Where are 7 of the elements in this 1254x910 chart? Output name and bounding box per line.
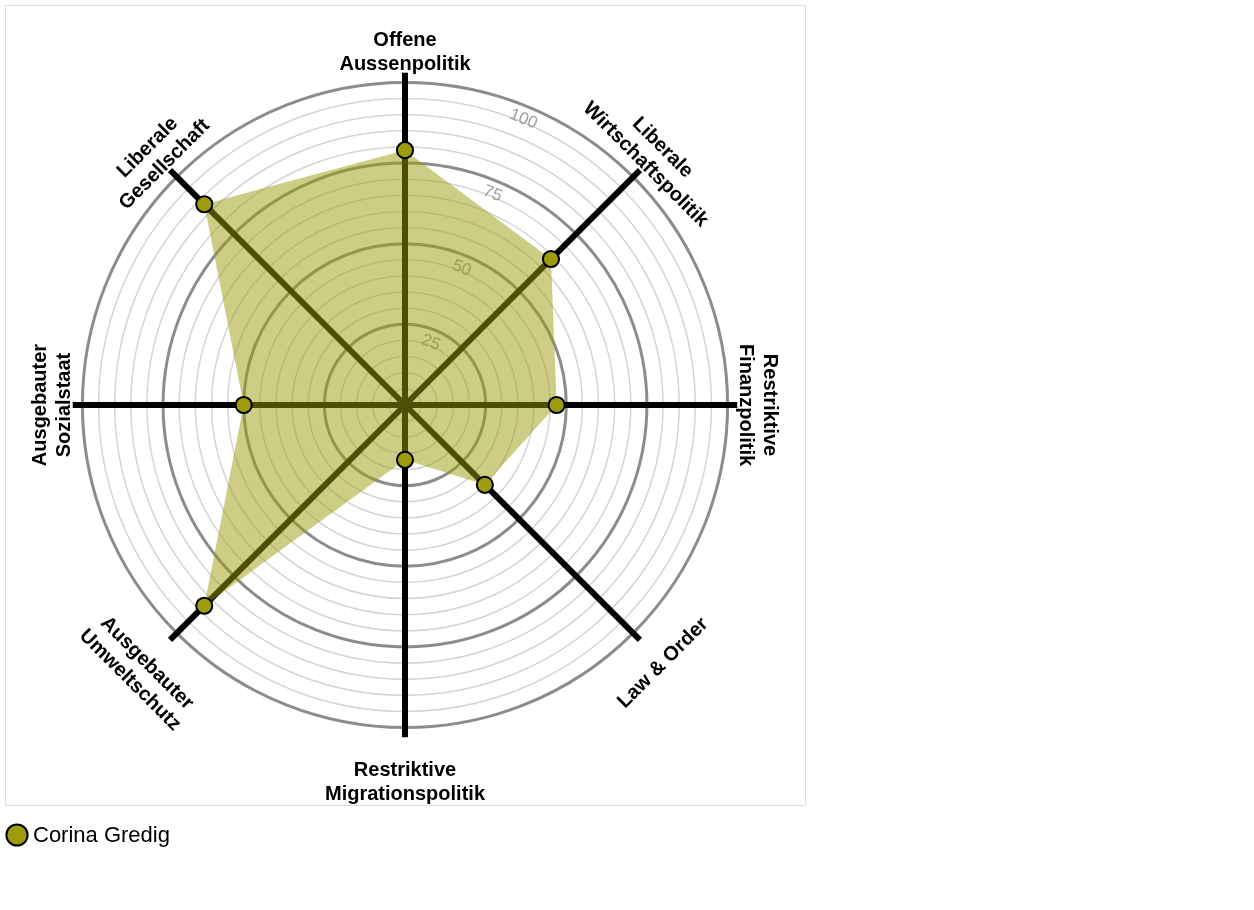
spoke-label: Offene Aussenpolitik [339,28,472,75]
legend-label: Corina Gredig [33,822,170,847]
y-tick-label: 75 [480,180,506,206]
spoke-label: Restriktive Finanzpolitik [735,343,782,467]
spoke-label: Restriktive Migrationspolitik [325,757,486,804]
spoke-label: Ausgebauter Sozialstaat [28,343,75,467]
y-tick-label: 100 [506,104,541,133]
